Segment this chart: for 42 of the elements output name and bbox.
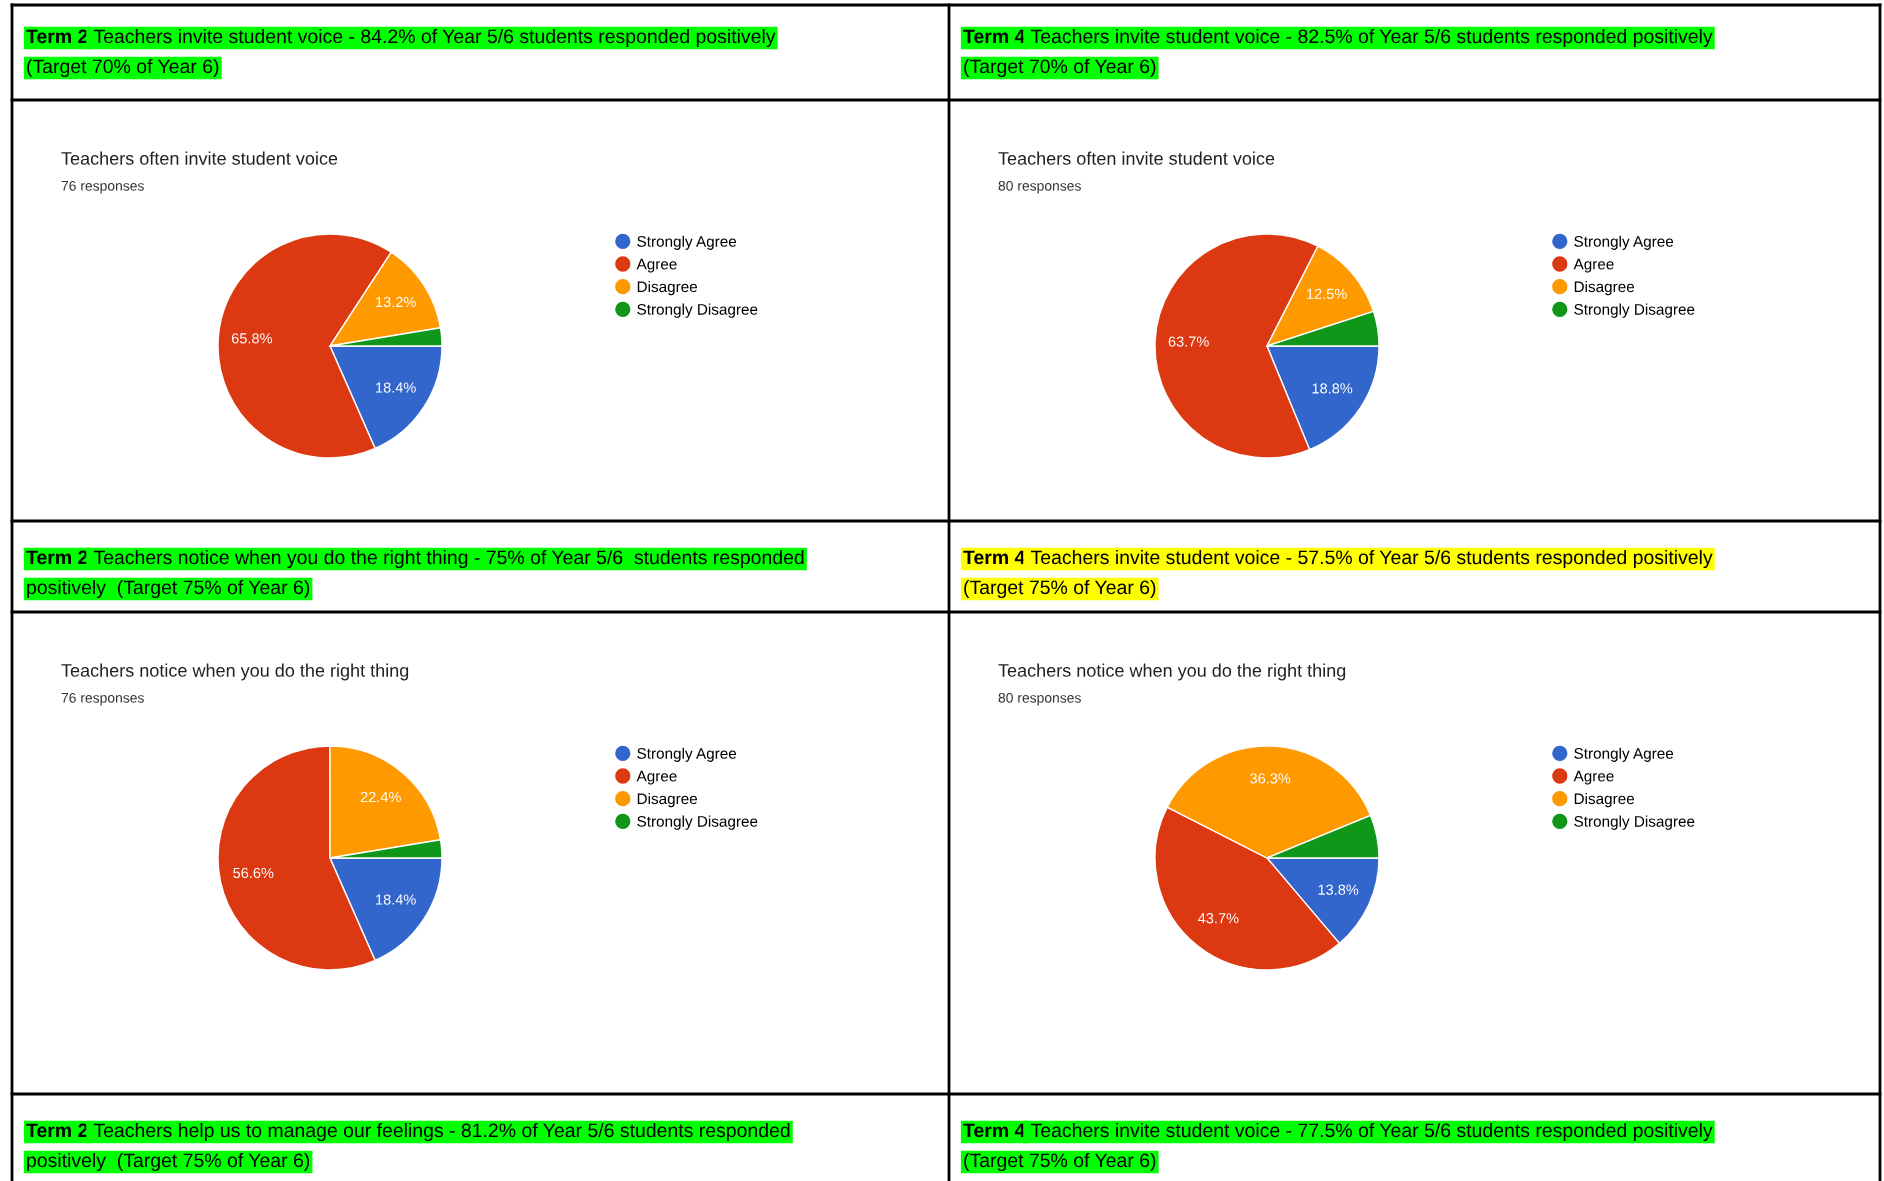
legend-label: Strongly Agree bbox=[1574, 747, 1674, 762]
data-label: 18.4% bbox=[376, 894, 416, 905]
text: Term 4 Teachers invite student voice - 82.5% of Year 5/6 students responded positively (Target 70% of Year 6) bbox=[963, 28, 1713, 78]
legend-label: Disagree bbox=[1574, 280, 1635, 296]
legend-label: Strongly Agree bbox=[637, 235, 737, 250]
data-label: 36.3% bbox=[1250, 773, 1291, 784]
chart-title: Teachers notice when you do the right thing bbox=[61, 663, 409, 681]
legend-label: Disagree bbox=[1574, 792, 1635, 808]
data-label: 65.8% bbox=[231, 333, 273, 344]
legend-label: Disagree bbox=[637, 280, 698, 296]
legend-label: Strongly Agree bbox=[637, 747, 737, 762]
text: 76 responses bbox=[61, 180, 144, 194]
data-label: 12.5% bbox=[1307, 288, 1347, 299]
data-label: 13.2% bbox=[376, 296, 416, 308]
legend-label: Agree bbox=[1573, 258, 1614, 273]
legend-label: Agree bbox=[636, 258, 677, 273]
text: 80 responses bbox=[998, 180, 1081, 194]
text: Term 2 Teachers notice when you do the right thing - 75% of Year 5/6 students responded positively (Target 75% of Year 6) bbox=[26, 549, 804, 599]
legend-label: Agree bbox=[1573, 770, 1614, 785]
text: Term 4 Teachers invite student voice - 77.5% of Year 5/6 students responded positively (Target 75% of Year 6) bbox=[963, 1122, 1713, 1172]
legend-label: Strongly Disagree bbox=[637, 815, 758, 830]
text: Term 4 Teachers invite student voice - 57.5% of Year 5/6 students responded positively (Target 75% of Year 6) bbox=[963, 549, 1713, 599]
legend-label: Strongly Disagree bbox=[637, 303, 758, 318]
text: Term 2 Teachers help us to manage our feelings - 81.2% of Year 5/6 students responded positively (Target 75% of Year 6) bbox=[26, 1122, 790, 1172]
text: 76 responses bbox=[61, 692, 144, 706]
legend-label: Strongly Disagree bbox=[1574, 815, 1695, 830]
legend-label: Strongly Disagree bbox=[1574, 303, 1695, 318]
data-label: 18.4% bbox=[376, 382, 416, 393]
chart-title: Teachers notice when you do the right thing bbox=[998, 663, 1346, 681]
text: 80 responses bbox=[998, 692, 1081, 706]
legend-label: Strongly Agree bbox=[1574, 235, 1674, 250]
legend-label: Disagree bbox=[637, 792, 698, 808]
data-label: 22.4% bbox=[360, 791, 401, 803]
data-label: 63.7% bbox=[1168, 336, 1209, 347]
data-label: 18.8% bbox=[1312, 383, 1353, 394]
data-label: 56.6% bbox=[233, 867, 274, 879]
data-label: 13.8% bbox=[1318, 884, 1359, 895]
chart-title: Teachers often invite student voice bbox=[61, 151, 338, 165]
legend-label: Agree bbox=[636, 770, 677, 785]
data-label: 43.7% bbox=[1198, 913, 1239, 924]
text: Term 2 Teachers invite student voice - 84.2% of Year 5/6 students responded positively (Target 70% of Year 6) bbox=[26, 28, 776, 78]
chart-title: Teachers often invite student voice bbox=[998, 151, 1275, 165]
